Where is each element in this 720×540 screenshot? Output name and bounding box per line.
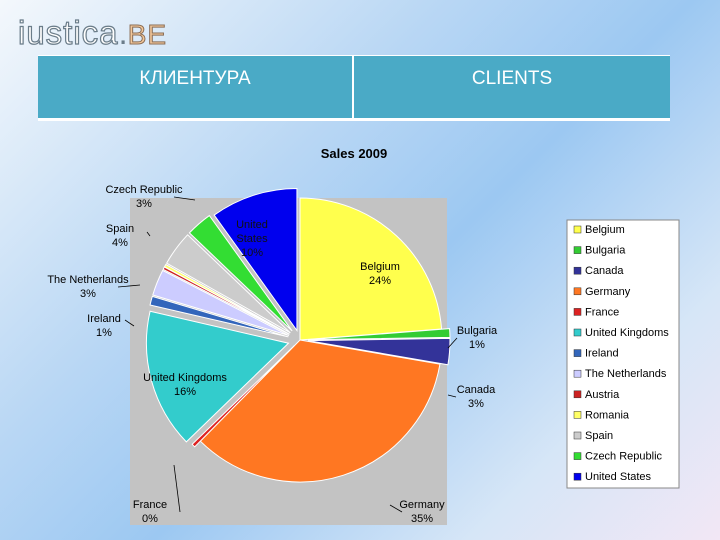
pie-slice-bulgaria — [307, 328, 451, 341]
header-cell-clientele-bg: КЛИЕНТУРА — [38, 56, 354, 118]
legend-swatch-canada — [573, 266, 582, 275]
pie-slice-united-states — [213, 187, 298, 333]
legend-label-canada: Canada — [585, 265, 624, 277]
slice-label-the-netherlands: The Netherlands — [47, 274, 129, 286]
chart-title: Sales 2009 — [321, 146, 388, 161]
legend-label-spain: Spain — [585, 430, 613, 442]
legend-swatch-romania — [573, 411, 582, 419]
header-table: КЛИЕНТУРА CLIENTS — [38, 55, 670, 121]
slice-label-united-states: United — [236, 219, 268, 231]
pie-slices — [145, 187, 451, 483]
leader-line-spain — [146, 231, 151, 237]
legend-label-france: France — [585, 306, 619, 318]
slice-percent-spain: 4% — [112, 237, 128, 249]
legend-swatch-united-states — [573, 472, 582, 481]
legend-label-romania: Romania — [585, 409, 630, 421]
slice-label-spain: Spain — [106, 223, 134, 235]
pie-slice-czech-republic — [188, 214, 293, 332]
slice-percent-germany: 35% — [411, 513, 433, 525]
legend-swatch-germany — [573, 287, 582, 296]
leader-line-czech-republic — [173, 196, 196, 201]
leader-line-france — [173, 464, 181, 513]
slice-percent-ireland: 1% — [96, 327, 112, 339]
legend-label-czech-republic: Czech Republic — [585, 451, 663, 463]
leader-line-ireland — [124, 319, 135, 327]
legend-label-bulgaria: Bulgaria — [585, 245, 626, 257]
slice-percent-the-netherlands: 3% — [80, 288, 96, 300]
leader-line-the-netherlands — [117, 284, 141, 288]
pie-labels: Belgium 24% Bulgaria 1% Canada 3% Germany 35% Fr… — [47, 184, 498, 525]
slice-label-canada: Canada — [457, 384, 496, 396]
legend-swatch-belgium — [573, 225, 582, 234]
legend-swatch-spain — [573, 431, 582, 440]
legend-swatch-united-kingdoms — [573, 328, 582, 337]
pie-slice-romania — [163, 263, 290, 335]
pie-slice-france — [191, 345, 295, 448]
slice-label-france: France — [133, 499, 167, 511]
legend-swatch-ireland — [573, 349, 582, 357]
pie-slice-canada — [307, 337, 451, 366]
slice-percent-canada: 3% — [468, 398, 484, 410]
pie-slice-belgium — [299, 197, 443, 341]
legend-box — [566, 219, 680, 489]
legend-label-united-kingdoms: United Kingdoms — [585, 327, 669, 339]
pie-slice-spain — [165, 234, 291, 334]
slice-label-germany: Germany — [399, 499, 445, 511]
slice-label-belgium: Belgium — [360, 261, 400, 273]
legend-swatch-the-netherlands — [573, 369, 582, 378]
legend-swatch-czech-republic — [573, 452, 582, 460]
legend-label-belgium: Belgium — [585, 224, 625, 236]
pie-slice-united-kingdoms — [145, 310, 290, 443]
pie-slice-germany — [199, 339, 441, 483]
legend: Belgium Bulgaria Canada Germany France United… — [566, 219, 680, 489]
legend-label-ireland: Ireland — [585, 348, 619, 360]
slice-percent-bulgaria: 1% — [469, 339, 485, 351]
slice-percent-czech-republic: 3% — [136, 198, 152, 210]
legend-swatch-austria — [573, 390, 582, 399]
legend-label-united-states: United States — [585, 471, 652, 483]
slice-percent-united-kingdoms: 16% — [174, 386, 196, 398]
legend-label-austria: Austria — [585, 389, 620, 401]
slice-label-united-kingdoms: United Kingdoms — [143, 372, 227, 384]
legend-label-the-netherlands: The Netherlands — [585, 368, 667, 380]
logo-text: iustica — [17, 13, 119, 51]
slice-percent-belgium: 24% — [369, 275, 391, 287]
logo-suffix: BE — [127, 19, 168, 51]
logo: iustica. BE — [17, 13, 168, 51]
header-cell-clients: CLIENTS — [354, 56, 670, 118]
slice-label-bulgaria: Bulgaria — [457, 325, 498, 337]
slice-percent-france: 0% — [142, 513, 158, 525]
slice-percent-united-states: 10% — [241, 247, 263, 259]
pie-slice-ireland — [149, 295, 289, 338]
leader-line-canada — [447, 394, 457, 398]
legend-swatch-france — [573, 308, 582, 316]
leader-line-germany — [389, 504, 403, 513]
legend-label-germany: Germany — [585, 286, 631, 298]
slice-label-ireland: Ireland — [87, 313, 121, 325]
legend-swatch-bulgaria — [573, 246, 582, 254]
logo-dot: . — [118, 14, 128, 51]
slice-label-united-states: States — [236, 233, 268, 245]
leader-line-bulgaria — [447, 337, 458, 349]
pie-slice-the-netherlands — [152, 269, 290, 336]
slice-label-czech-republic: Czech Republic — [105, 184, 183, 196]
